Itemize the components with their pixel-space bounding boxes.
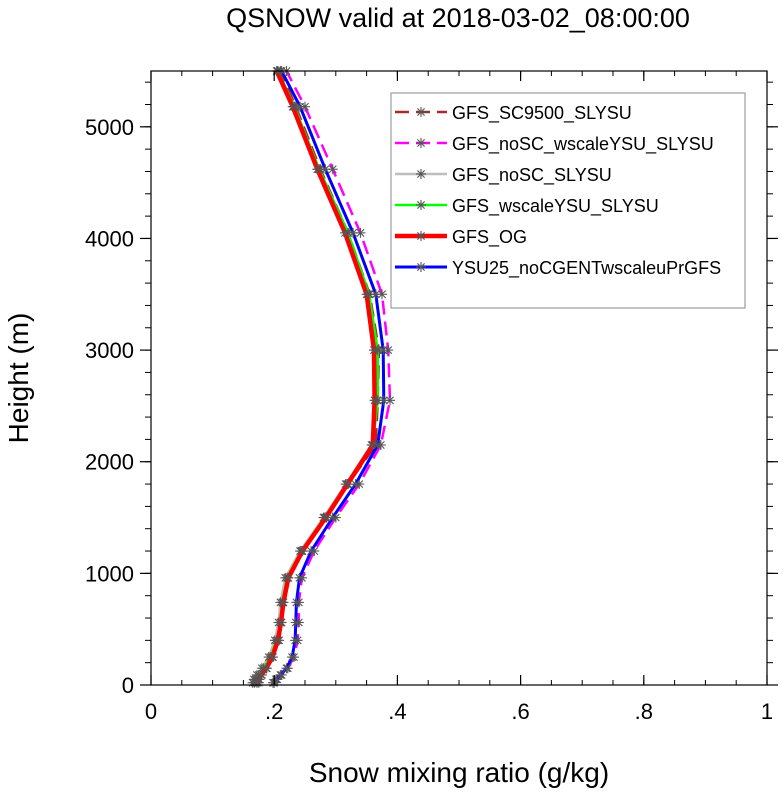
legend: GFS_SC9500_SLYSU GFS_noSC_wscaleYSU_SLYSU… — [390, 92, 746, 309]
y-tick-label: 2000 — [85, 450, 134, 475]
x-tick-label: .2 — [265, 699, 283, 724]
series-point — [320, 512, 331, 523]
series-point — [275, 669, 286, 680]
series-point — [267, 652, 278, 663]
series-point — [372, 439, 383, 450]
legend-marker — [416, 231, 426, 241]
series-GFS_OG — [251, 66, 380, 688]
series-point — [368, 345, 379, 356]
series-point — [261, 663, 272, 674]
legend-marker — [416, 200, 426, 210]
legend-label: GFS_SC9500_SLYSU — [452, 103, 632, 124]
series-point — [378, 345, 389, 356]
y-tick-label: 0 — [122, 673, 134, 698]
y-tick-label: 5000 — [85, 115, 134, 140]
y-tick-label: 3000 — [85, 338, 134, 363]
legend-item: GFS_noSC_wscaleYSU_SLYSU — [395, 134, 714, 155]
y-axis-label: Height (m) — [3, 313, 34, 444]
series-point — [295, 101, 306, 112]
series-point — [275, 617, 286, 628]
series-point — [281, 663, 292, 674]
series-point — [297, 546, 308, 557]
series-point — [290, 617, 301, 628]
series-GFS_SC9500_SLYSU — [253, 66, 384, 688]
series-point — [327, 512, 338, 523]
x-tick-label: .4 — [388, 699, 406, 724]
series-point — [370, 289, 381, 300]
chart-title: QSNOW valid at 2018-03-02_08:00:00 — [226, 3, 690, 33]
x-tick-label: 0 — [145, 699, 157, 724]
legend-item: GFS_SC9500_SLYSU — [395, 103, 632, 124]
series-point — [327, 164, 338, 175]
series-point — [290, 635, 301, 646]
series-line — [257, 70, 381, 684]
y-tick-label: 4000 — [85, 226, 134, 251]
series-point — [306, 546, 317, 557]
series-point — [350, 479, 361, 490]
series-layer — [247, 66, 396, 688]
legend-item: GFS_noSC_SLYSU — [395, 165, 612, 186]
series-point — [278, 597, 289, 608]
legend-label: GFS_wscaleYSU_SLYSU — [452, 196, 659, 217]
legend-item: GFS_OG — [395, 227, 527, 248]
legend-marker — [416, 138, 426, 148]
legend-marker — [416, 169, 426, 179]
series-point — [294, 572, 305, 583]
series-point — [369, 395, 380, 406]
legend-marker — [416, 262, 426, 272]
x-tick-label: .8 — [635, 699, 653, 724]
legend-label: GFS_noSC_wscaleYSU_SLYSU — [452, 134, 714, 155]
x-tick-label: .6 — [511, 699, 529, 724]
series-point — [320, 164, 331, 175]
legend-box — [390, 92, 746, 309]
series-line — [271, 70, 386, 684]
legend-item: GFS_wscaleYSU_SLYSU — [395, 196, 659, 217]
series-GFS_wscaleYSU_SLYSU — [249, 66, 383, 688]
series-point — [291, 597, 302, 608]
series-line — [254, 70, 377, 684]
y-tick-label: 1000 — [85, 561, 134, 586]
series-point — [361, 289, 372, 300]
series-point — [312, 164, 323, 175]
series-point — [287, 652, 298, 663]
series-point — [256, 669, 267, 680]
series-point — [348, 227, 359, 238]
series-YSU25_noCGENTwscaleuPrGFS — [267, 66, 389, 688]
x-tick-label: 1 — [761, 699, 773, 724]
legend-marker — [416, 107, 426, 117]
legend-label: GFS_OG — [452, 227, 527, 248]
ticks-layer: 0 .2 .4 .6 .8 1 0 1000 2000 3000 4000 5000 — [85, 71, 778, 724]
legend-label: GFS_noSC_SLYSU — [452, 165, 612, 186]
series-point — [283, 572, 294, 583]
series-point — [378, 395, 389, 406]
series-point — [272, 635, 283, 646]
legend-label: YSU25_noCGENTwscaleuPrGFS — [452, 258, 721, 279]
x-axis-label: Snow mixing ratio (g/kg) — [309, 757, 609, 788]
legend-item: YSU25_noCGENTwscaleuPrGFS — [395, 258, 721, 279]
